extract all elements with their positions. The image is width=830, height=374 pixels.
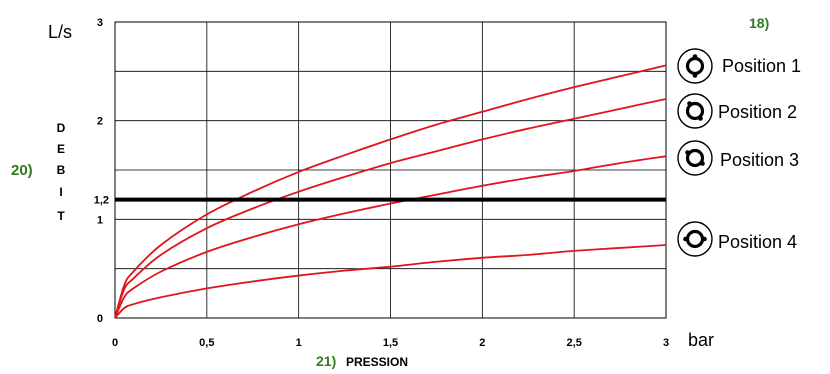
grid: [115, 22, 666, 318]
series-line-position-1: [114, 64, 667, 319]
x-tick-label: 0,5: [199, 337, 214, 349]
legend-label: Position 2: [718, 102, 797, 122]
valve-position-2-icon: [677, 93, 713, 129]
reference-layer: 1,2: [94, 195, 666, 207]
y-tick-label: 0: [97, 313, 103, 325]
valve-position-1-icon: [677, 48, 713, 84]
valve-position-3-icon: [677, 140, 713, 176]
series-line-position-3: [114, 155, 667, 319]
reference-line-label: 1,2: [94, 195, 109, 207]
y-axis-number-label: 20): [11, 162, 33, 179]
x-tick-label: 1: [296, 337, 302, 349]
legend-item-position-1: Position 1: [677, 48, 801, 84]
legend-label: Position 4: [718, 232, 797, 252]
x-tick-label: 0: [112, 337, 118, 349]
y-axis-title-letter: B: [57, 163, 66, 177]
legend-label: Position 1: [722, 56, 801, 76]
x-tick-label: 3: [663, 337, 669, 349]
legend-item-position-3: Position 3: [677, 140, 799, 176]
y-tick-label: 1: [97, 214, 103, 226]
x-tick-label: 2: [479, 337, 485, 349]
y-tick-labels: 0 1 2 3: [97, 17, 103, 325]
y-tick-label: 2: [97, 116, 103, 128]
legend-item-position-4: Position 4: [677, 221, 797, 257]
x-tick-label: 2,5: [567, 337, 582, 349]
y-axis-title-letter: E: [57, 142, 65, 156]
y-axis-title-letter: I: [59, 185, 62, 199]
legend: Position 1 Position 2 Position 3: [677, 48, 801, 257]
y-axis-title-letter: T: [57, 209, 65, 223]
y-unit-label: L/s: [48, 22, 72, 42]
y-tick-label: 3: [97, 17, 103, 29]
series-line-position-4: [114, 244, 667, 319]
y-axis-title-letter: D: [57, 121, 66, 135]
x-axis-title: PRESSION: [346, 355, 408, 369]
valve-position-4-icon: [677, 221, 713, 257]
series-layer: [114, 64, 667, 319]
legend-number-label: 18): [749, 15, 769, 31]
legend-item-position-2: Position 2: [677, 93, 797, 129]
x-unit-label: bar: [688, 330, 714, 350]
legend-label: Position 3: [720, 150, 799, 170]
series-line-position-2: [114, 98, 667, 319]
x-axis-number-label: 21): [316, 353, 336, 369]
x-tick-labels: 0 0,5 1 1,5 2 2,5 3: [112, 337, 669, 349]
x-tick-label: 1,5: [383, 337, 398, 349]
y-axis-title: D E B I T: [57, 121, 66, 223]
